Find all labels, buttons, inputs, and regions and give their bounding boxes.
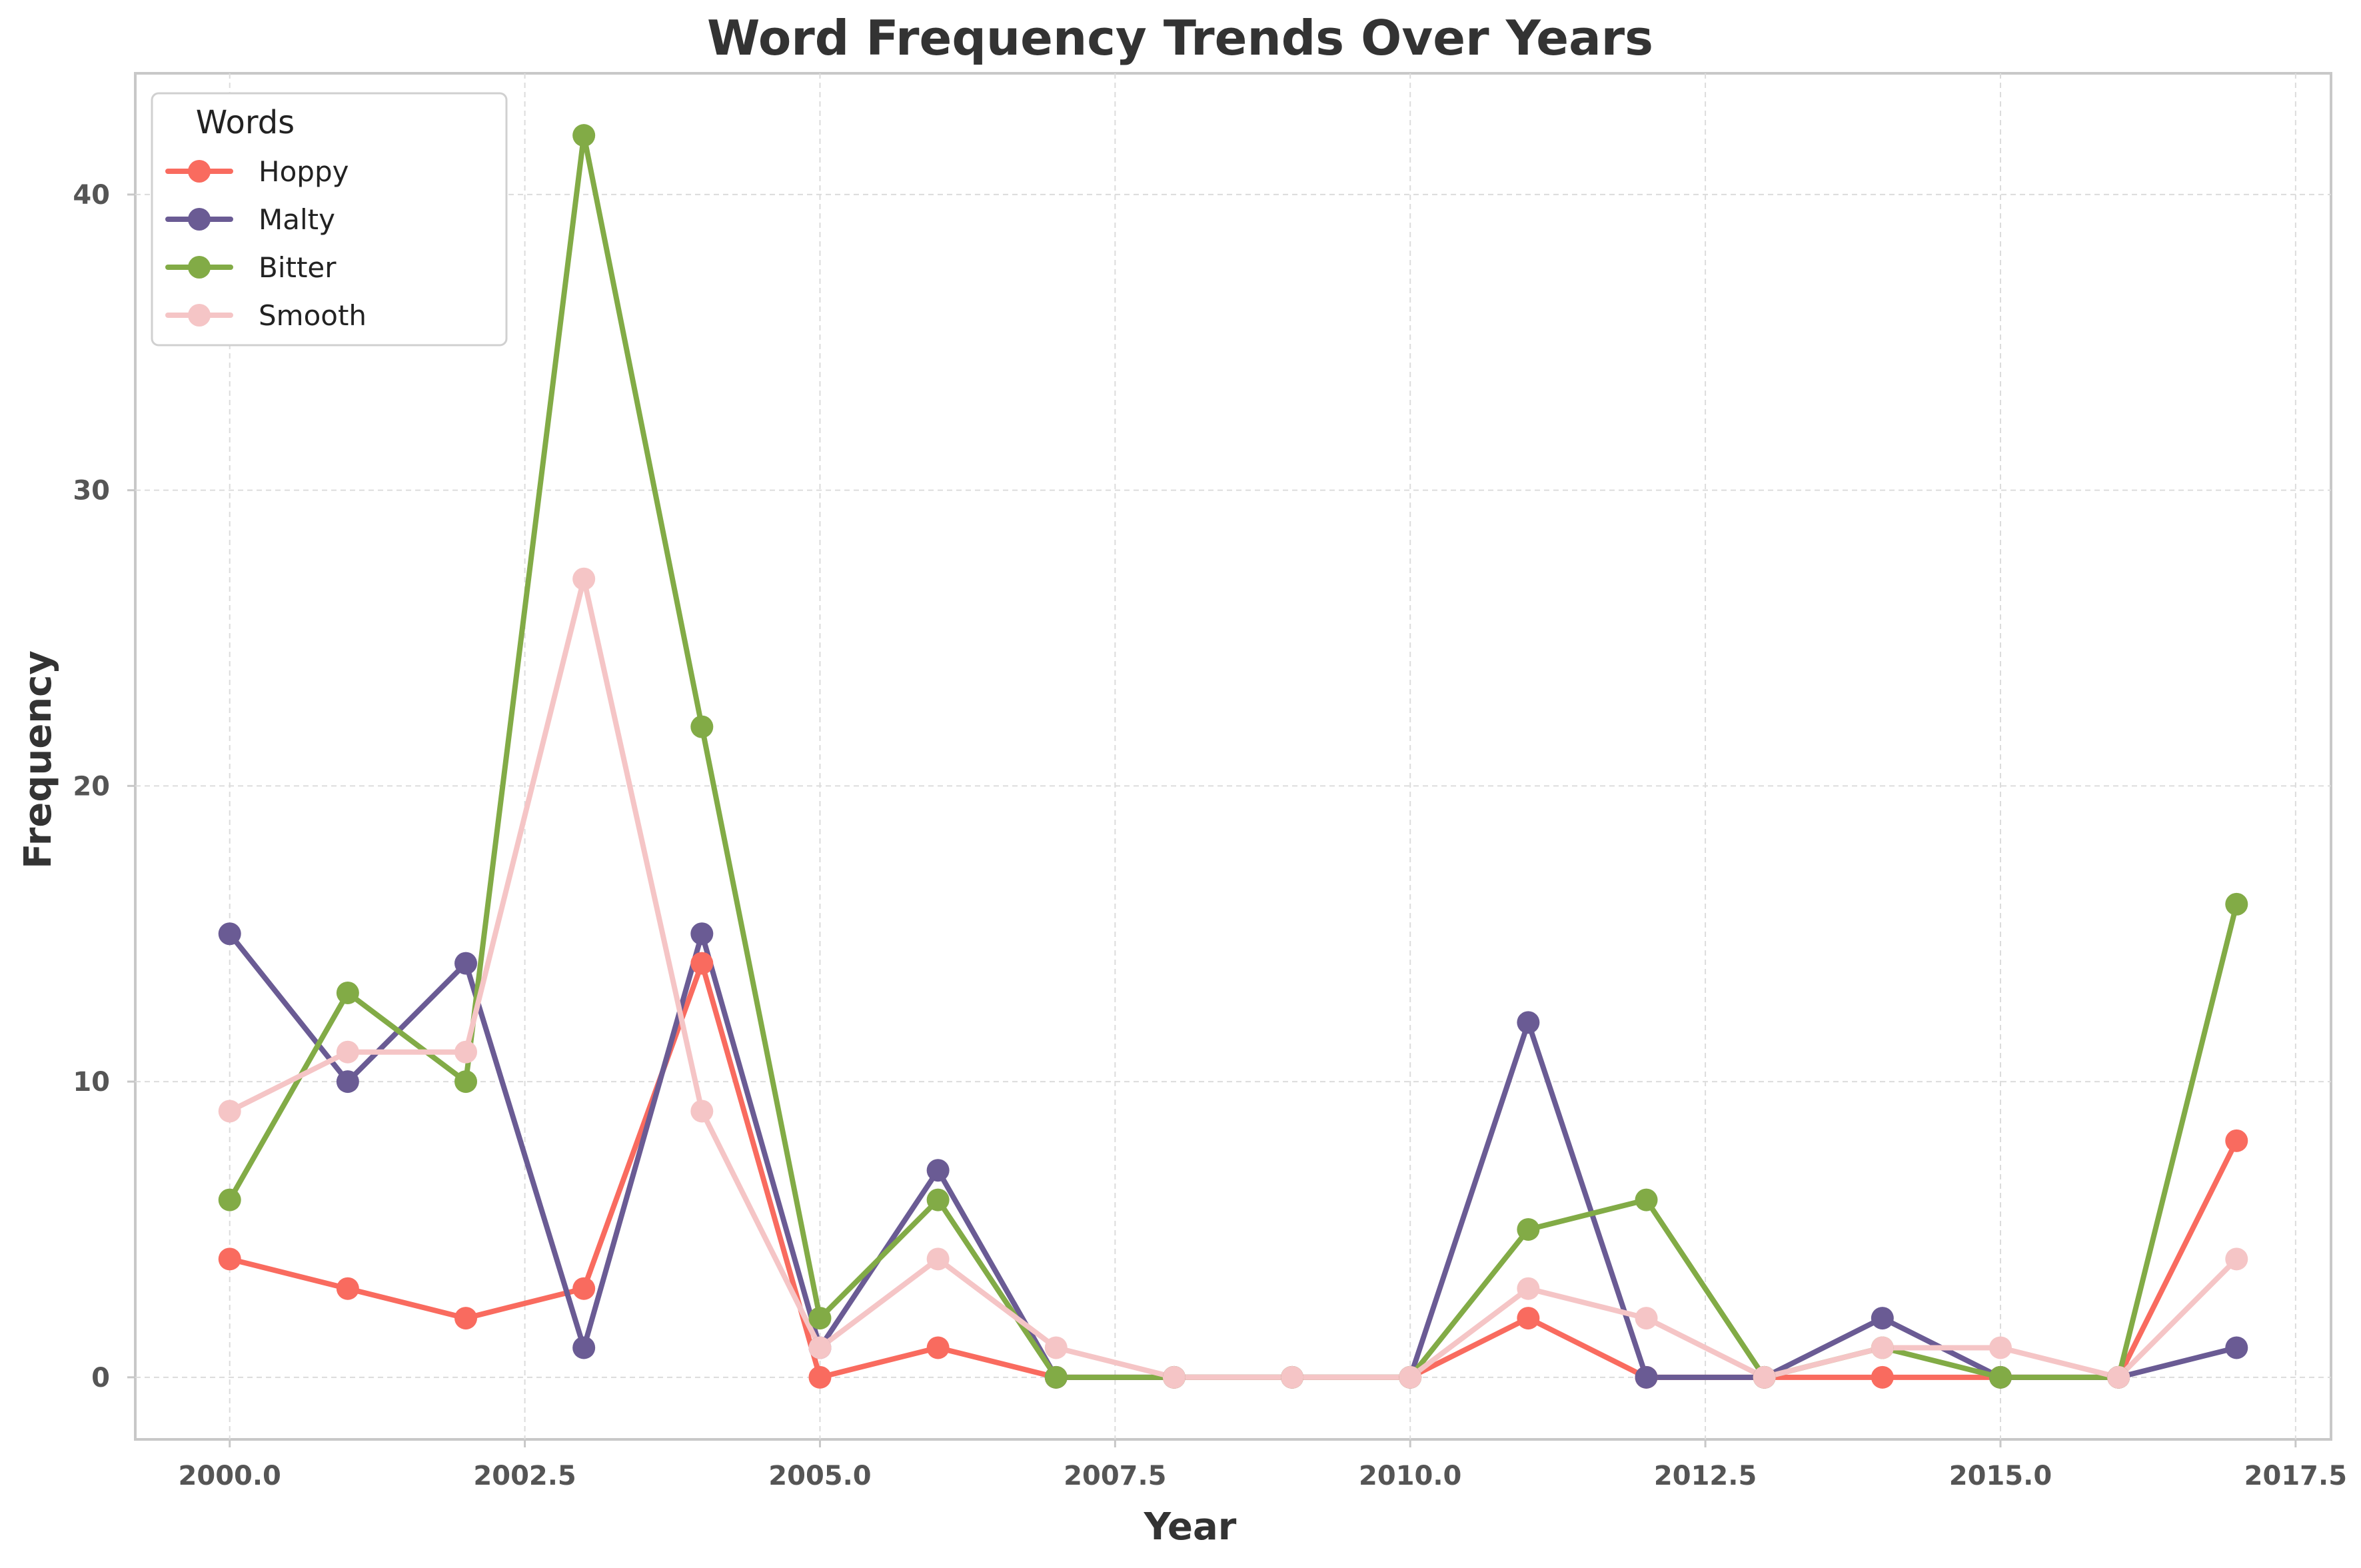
data-point-bitter [690, 715, 714, 738]
legend-box [151, 92, 508, 347]
data-point-smooth [572, 567, 596, 590]
data-point-malty [1635, 1365, 1658, 1389]
y-axis-label: Frequency [17, 650, 60, 869]
legend-label-hoppy: Hoppy [259, 155, 349, 188]
legend-item-smooth: Smooth [165, 299, 367, 332]
chart-title: Word Frequency Trends Over Years [707, 10, 1653, 66]
data-point-smooth [218, 1100, 241, 1123]
data-point-hoppy [1517, 1307, 1540, 1330]
data-point-bitter [1517, 1217, 1540, 1241]
x-tick-label: 2010.0 [1359, 1461, 1461, 1491]
series-markers [218, 124, 2248, 1389]
data-point-malty [926, 1159, 950, 1182]
x-tick-label: 2002.5 [473, 1461, 576, 1491]
data-point-malty [572, 1336, 596, 1359]
data-point-smooth [336, 1040, 359, 1064]
data-point-hoppy [336, 1277, 359, 1300]
data-point-hoppy [454, 1307, 478, 1330]
data-point-bitter [2225, 892, 2248, 916]
legend-items: Hoppy Malty Bitter Smooth [165, 155, 367, 332]
data-point-bitter [1635, 1188, 1658, 1211]
legend-marker-bitter [188, 256, 211, 279]
legend-label-smooth: Smooth [259, 299, 367, 332]
x-tick-label: 2015.0 [1949, 1461, 2052, 1491]
data-point-hoppy [808, 1365, 832, 1389]
data-point-bitter [926, 1188, 950, 1211]
legend-title: Words [196, 104, 295, 141]
data-point-smooth [1281, 1365, 1304, 1389]
data-point-smooth [1635, 1307, 1658, 1330]
legend-item-malty: Malty [165, 203, 335, 236]
y-tick-label: 10 [73, 1067, 110, 1098]
data-point-bitter [1988, 1365, 2012, 1389]
data-point-bitter [336, 981, 359, 1004]
y-tick-label: 40 [73, 180, 110, 211]
series-line-smooth [227, 576, 2240, 1380]
data-point-smooth [2107, 1365, 2130, 1389]
legend-label-malty: Malty [259, 203, 335, 236]
y-tick-label: 30 [73, 476, 110, 506]
legend-marker-smooth [188, 304, 211, 327]
data-point-bitter [218, 1188, 241, 1211]
y-tick-label: 0 [91, 1363, 110, 1393]
data-point-malty [1871, 1307, 1894, 1330]
data-point-smooth [1517, 1277, 1540, 1300]
x-tick-label: 2005.0 [768, 1461, 871, 1491]
data-point-smooth [1871, 1336, 1894, 1359]
data-point-bitter [572, 124, 596, 147]
data-point-smooth [454, 1040, 478, 1064]
data-point-bitter [454, 1070, 478, 1094]
data-point-smooth [926, 1247, 950, 1271]
x-tick-label: 2017.5 [2244, 1461, 2347, 1491]
data-point-hoppy [690, 952, 714, 975]
data-point-hoppy [2225, 1129, 2248, 1152]
data-point-smooth [2225, 1247, 2248, 1271]
x-tick-label: 2012.5 [1654, 1461, 1757, 1491]
data-point-smooth [1044, 1336, 1068, 1359]
data-point-smooth [808, 1336, 832, 1359]
data-point-smooth [1399, 1365, 1422, 1389]
data-point-bitter [1044, 1365, 1068, 1389]
data-point-smooth [690, 1100, 714, 1123]
data-point-hoppy [1871, 1365, 1894, 1389]
legend-item-bitter: Bitter [165, 251, 337, 284]
data-point-smooth [1162, 1365, 1185, 1389]
series-lines [227, 133, 2240, 1380]
data-point-smooth [1988, 1336, 2012, 1359]
x-axis-ticks: 2000.0 2002.5 2005.0 2007.5 2010.0 2012.5 2015… [179, 1439, 2347, 1491]
data-point-hoppy [218, 1247, 241, 1271]
legend-marker-malty [188, 208, 211, 231]
legend-item-hoppy: Hoppy [165, 155, 349, 188]
x-tick-label: 2000.0 [179, 1461, 281, 1491]
x-tick-label: 2007.5 [1064, 1461, 1166, 1491]
data-point-smooth [1753, 1365, 1776, 1389]
data-point-malty [1517, 1011, 1540, 1034]
data-point-hoppy [926, 1336, 950, 1359]
legend-marker-hoppy [188, 160, 211, 183]
data-point-bitter [808, 1307, 832, 1330]
legend: Words Hoppy Malty Bitter Smooth [151, 92, 508, 347]
x-axis-label: Year [1144, 1505, 1237, 1549]
y-axis-ticks: 0 10 20 30 40 [73, 180, 135, 1393]
data-point-malty [2225, 1336, 2248, 1359]
data-point-malty [454, 952, 478, 975]
data-point-malty [218, 922, 241, 946]
legend-label-bitter: Bitter [259, 251, 337, 284]
data-point-malty [690, 922, 714, 946]
data-point-malty [336, 1070, 359, 1094]
y-tick-label: 20 [73, 771, 110, 802]
data-point-hoppy [572, 1277, 596, 1300]
